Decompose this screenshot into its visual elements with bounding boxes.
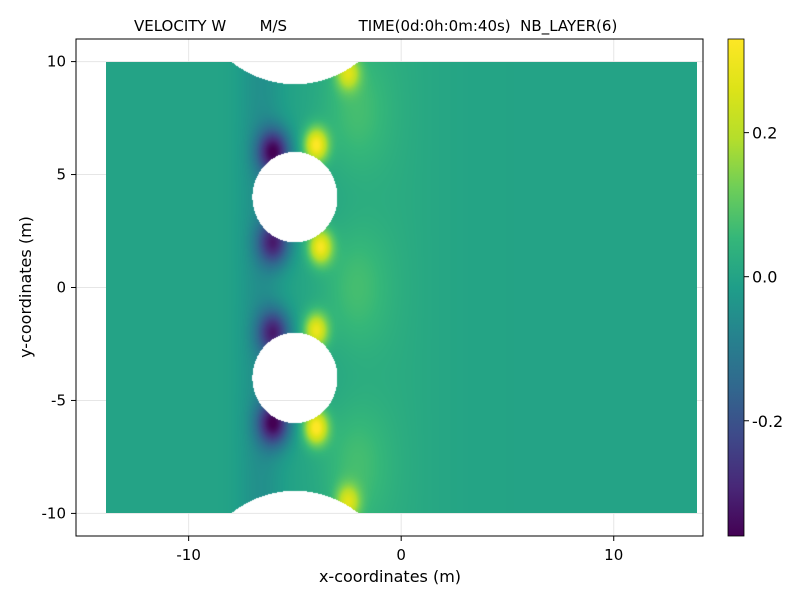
y-tick-label: 10 (47, 53, 66, 71)
chart-title: VELOCITY W M/S TIME(0d:0h:0m:40s) NB_LAY… (134, 17, 617, 36)
colorbar-scale (727, 38, 745, 537)
x-tick-label: 10 (604, 546, 623, 564)
colorbar-tick-label: 0.0 (752, 268, 777, 287)
y-tick-label: -10 (42, 504, 67, 522)
y-axis-label: y-coordinates (m) (16, 216, 35, 358)
x-axis-label: x-coordinates (m) (319, 567, 461, 586)
x-tick-label: 0 (396, 546, 406, 564)
velocity-field (106, 62, 697, 513)
y-tick-label: 0 (56, 279, 66, 297)
x-tick-label: -10 (176, 546, 201, 564)
colorbar-ticks: 0.2 0.0 -0.2 (744, 124, 783, 431)
y-tick-label: 5 (56, 166, 66, 184)
velocity-heatmap (106, 62, 697, 513)
colorbar: 0.2 0.0 -0.2 (727, 38, 783, 537)
colorbar-tick-label: 0.2 (752, 124, 777, 143)
y-axis: 10 5 0 -5 -10 (42, 53, 76, 522)
colorbar-tick-label: -0.2 (752, 412, 783, 431)
y-tick-label: -5 (51, 391, 66, 409)
x-axis: -10 0 10 (176, 536, 623, 564)
